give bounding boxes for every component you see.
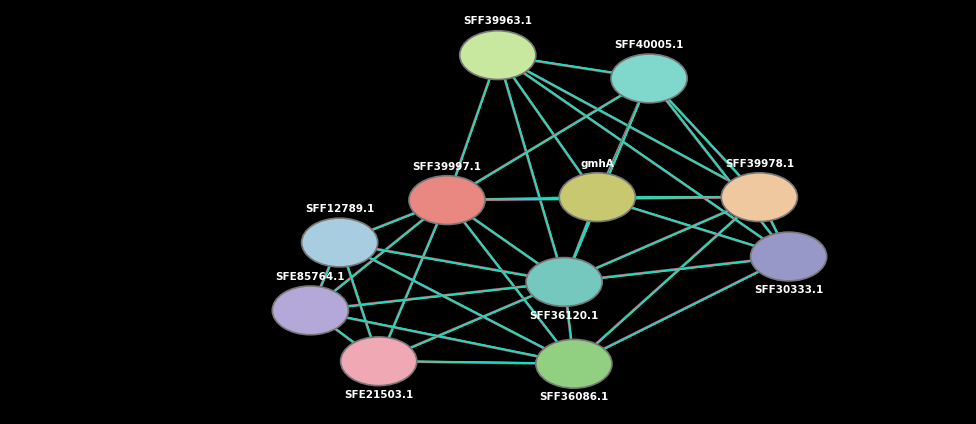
Ellipse shape <box>559 173 635 221</box>
Text: SFF36086.1: SFF36086.1 <box>540 393 608 402</box>
Text: SFF39963.1: SFF39963.1 <box>464 17 532 26</box>
Ellipse shape <box>272 286 348 335</box>
Text: SFF39997.1: SFF39997.1 <box>413 162 481 171</box>
Text: SFF30333.1: SFF30333.1 <box>754 285 823 295</box>
Text: gmhA: gmhA <box>581 159 614 168</box>
Ellipse shape <box>409 176 485 225</box>
Ellipse shape <box>460 31 536 80</box>
Text: SFE85764.1: SFE85764.1 <box>275 272 346 282</box>
Ellipse shape <box>302 218 378 267</box>
Text: SFE21503.1: SFE21503.1 <box>345 390 413 400</box>
Text: SFF12789.1: SFF12789.1 <box>305 204 374 214</box>
Ellipse shape <box>536 339 612 388</box>
Ellipse shape <box>611 54 687 103</box>
Text: SFF40005.1: SFF40005.1 <box>614 40 684 50</box>
Ellipse shape <box>721 173 797 221</box>
Text: SFF36120.1: SFF36120.1 <box>530 310 598 321</box>
Text: SFF39978.1: SFF39978.1 <box>725 159 793 168</box>
Ellipse shape <box>526 257 602 306</box>
Ellipse shape <box>751 232 827 281</box>
Ellipse shape <box>341 337 417 386</box>
